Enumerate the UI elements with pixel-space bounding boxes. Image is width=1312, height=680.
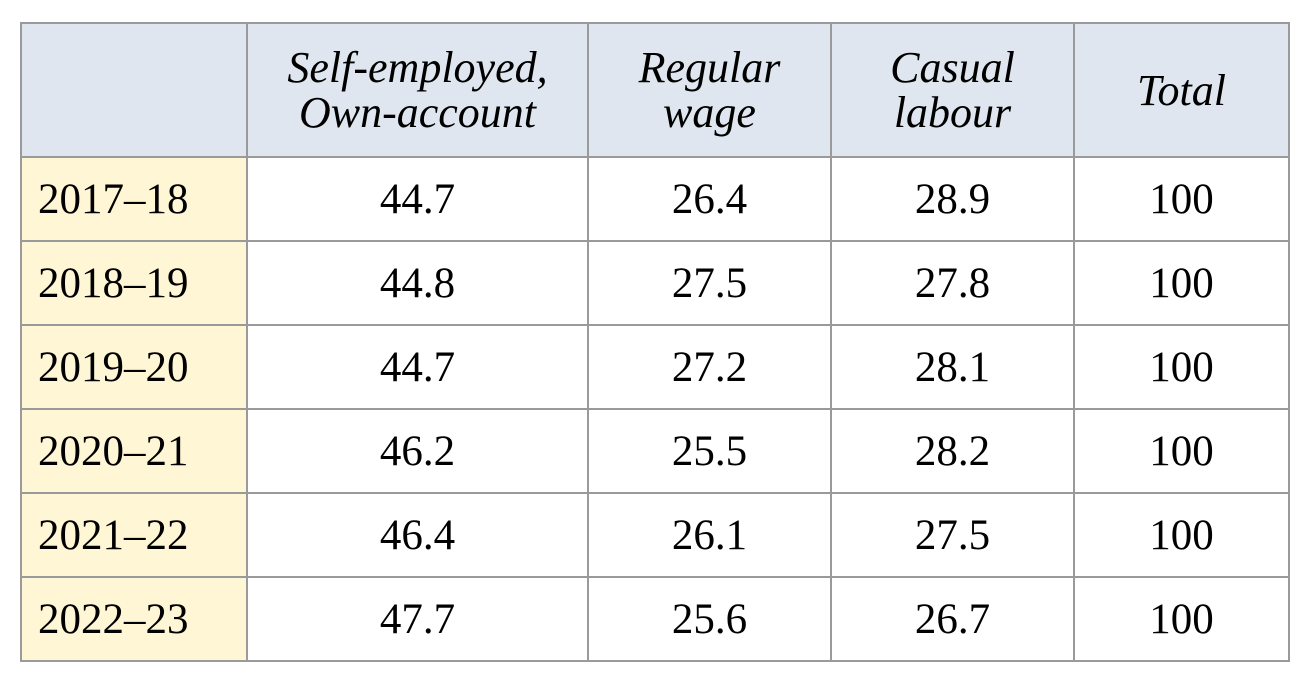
table-row: 2022–23 47.7 25.6 26.7 100	[20, 576, 1290, 662]
total-cell: 100	[1073, 408, 1290, 494]
total-cell: 100	[1073, 156, 1290, 242]
self-employed-cell: 47.7	[246, 576, 589, 662]
casual-labour-cell: 28.2	[830, 408, 1075, 494]
casual-labour-cell: 26.7	[830, 576, 1075, 662]
total-cell: 100	[1073, 576, 1290, 662]
header-total: Total	[1073, 22, 1290, 158]
header-line: labour	[893, 88, 1012, 137]
self-employed-cell: 46.2	[246, 408, 589, 494]
casual-labour-cell: 27.5	[830, 492, 1075, 578]
regular-wage-cell: 25.5	[587, 408, 832, 494]
regular-wage-cell: 27.2	[587, 324, 832, 410]
employment-table-container: Self-employed, Own-account Regular wage …	[20, 22, 1290, 662]
year-cell: 2020–21	[20, 408, 248, 494]
casual-labour-cell: 28.1	[830, 324, 1075, 410]
self-employed-cell: 44.7	[246, 324, 589, 410]
regular-wage-cell: 25.6	[587, 576, 832, 662]
header-line: wage	[663, 88, 756, 137]
regular-wage-cell: 26.1	[587, 492, 832, 578]
header-regular-wage: Regular wage	[587, 22, 832, 158]
header-row: Self-employed, Own-account Regular wage …	[20, 22, 1290, 158]
total-cell: 100	[1073, 324, 1290, 410]
year-cell: 2017–18	[20, 156, 248, 242]
employment-share-table: Self-employed, Own-account Regular wage …	[20, 22, 1290, 662]
header-line: Casual	[890, 43, 1015, 92]
table-row: 2019–20 44.7 27.2 28.1 100	[20, 324, 1290, 410]
regular-wage-cell: 27.5	[587, 240, 832, 326]
table-row: 2020–21 46.2 25.5 28.2 100	[20, 408, 1290, 494]
year-cell: 2018–19	[20, 240, 248, 326]
casual-labour-cell: 27.8	[830, 240, 1075, 326]
self-employed-cell: 46.4	[246, 492, 589, 578]
regular-wage-cell: 26.4	[587, 156, 832, 242]
total-cell: 100	[1073, 240, 1290, 326]
header-self-employed: Self-employed, Own-account	[246, 22, 589, 158]
header-line: Own-account	[298, 88, 537, 137]
header-line: Self-employed,	[287, 43, 548, 92]
header-corner-cell	[20, 22, 248, 158]
total-cell: 100	[1073, 492, 1290, 578]
table-row: 2021–22 46.4 26.1 27.5 100	[20, 492, 1290, 578]
header-line: Regular	[638, 43, 781, 92]
self-employed-cell: 44.8	[246, 240, 589, 326]
casual-labour-cell: 28.9	[830, 156, 1075, 242]
self-employed-cell: 44.7	[246, 156, 589, 242]
table-row: 2017–18 44.7 26.4 28.9 100	[20, 156, 1290, 242]
year-cell: 2022–23	[20, 576, 248, 662]
year-cell: 2021–22	[20, 492, 248, 578]
year-cell: 2019–20	[20, 324, 248, 410]
header-line: Total	[1137, 65, 1226, 115]
table-row: 2018–19 44.8 27.5 27.8 100	[20, 240, 1290, 326]
header-casual-labour: Casual labour	[830, 22, 1075, 158]
